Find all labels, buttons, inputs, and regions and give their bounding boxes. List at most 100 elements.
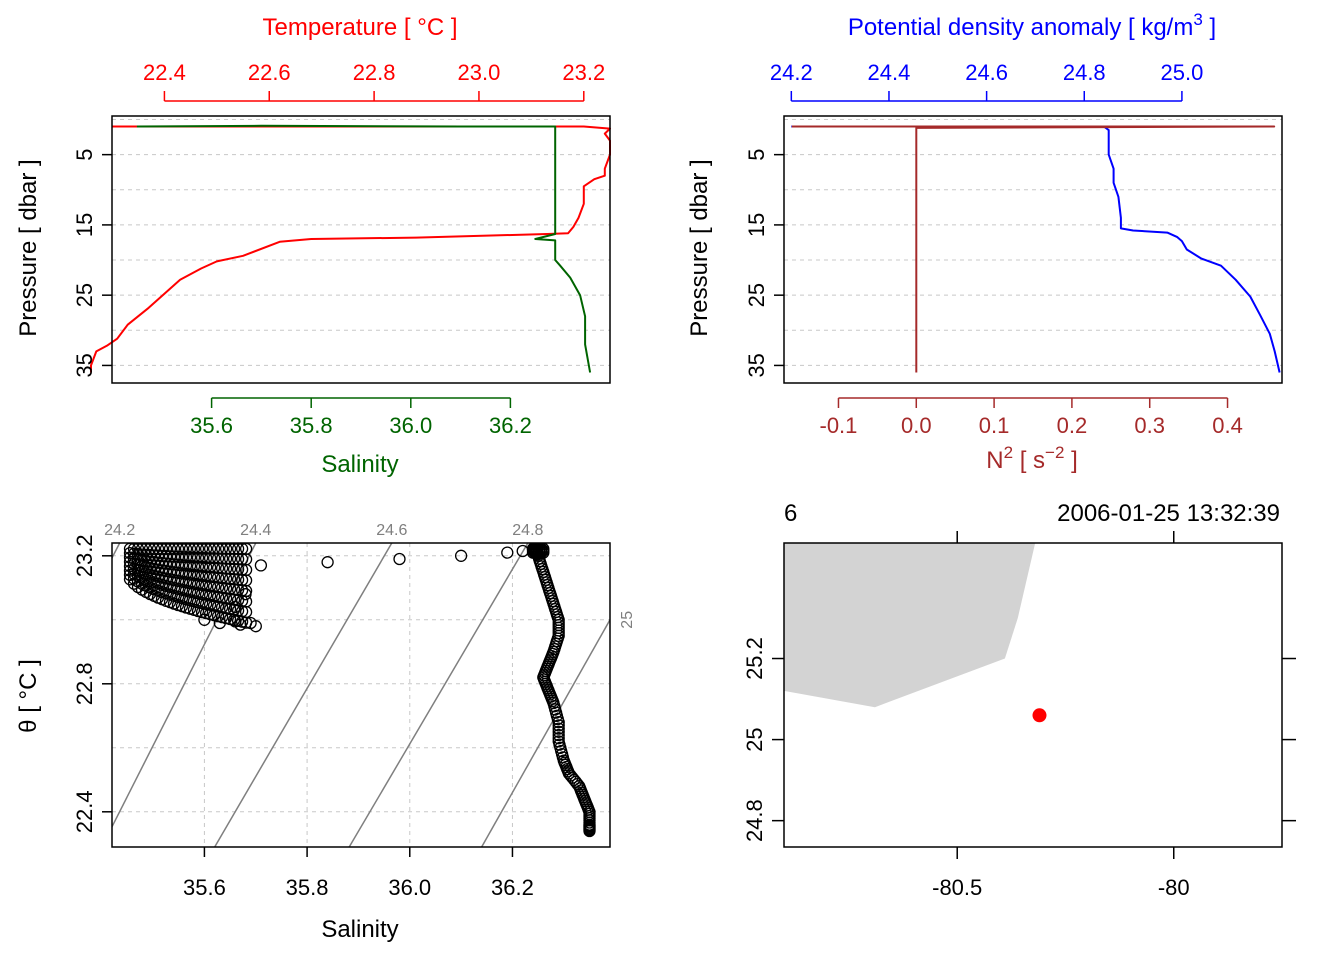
top-axis-tick-label: 25.0 bbox=[1160, 60, 1203, 85]
top-axis-tick-label: 22.8 bbox=[353, 60, 396, 85]
ts-data-point bbox=[151, 556, 165, 569]
panel-location-map: -80.5 -80 24.8 25 25.2 6 2006-01-25 13:32:39 bbox=[742, 500, 1296, 900]
density-axis-label-tail: ] bbox=[1203, 14, 1216, 41]
pressure-axis-label: Pressure [ dbar ] bbox=[15, 159, 42, 336]
top-axis-tick-label: 24.8 bbox=[1063, 60, 1106, 85]
ts-data-point bbox=[163, 550, 177, 563]
latitude-tick-label: 24.8 bbox=[742, 799, 767, 842]
ts-data-point bbox=[151, 563, 165, 576]
density-axis-label-base: Potential density anomaly [ kg/m bbox=[848, 14, 1194, 41]
panel-temperature-salinity-profile: 5 15 25 35 22.4 22.6 22.8 23.0 23.2 35.6 35.8 36.0 3… bbox=[15, 14, 611, 478]
isopycnal-label: 25 bbox=[619, 611, 636, 629]
longitude-tick-label: -80 bbox=[1158, 875, 1190, 900]
density-axis-label: Potential density anomaly [ kg/m3 ] bbox=[848, 10, 1216, 41]
ts-data-point bbox=[147, 556, 161, 569]
ts-data-point bbox=[147, 549, 161, 562]
latitude-tick-label: 25.2 bbox=[742, 637, 767, 680]
bottom-axis-tick-label: -0.1 bbox=[820, 413, 858, 438]
ts-data-point bbox=[213, 616, 226, 630]
longitude-tick-label: -80.5 bbox=[932, 875, 982, 900]
n2-axis-label-base: N bbox=[986, 447, 1003, 474]
bottom-axis-tick-label: 36.2 bbox=[489, 413, 532, 438]
n2-axis-label: N2 [ s−2 ] bbox=[986, 443, 1078, 474]
ts-data-point bbox=[501, 546, 514, 559]
density-axis-label-superscript: 3 bbox=[1193, 10, 1202, 29]
isopycnal-line bbox=[480, 618, 610, 847]
map-frame bbox=[783, 542, 1283, 848]
ts-data-point bbox=[552, 732, 565, 745]
ts-data-point bbox=[159, 557, 173, 570]
isopycnal-label: 24.8 bbox=[512, 522, 543, 539]
pressure-tick-label: 35 bbox=[72, 353, 97, 377]
salinity-tick-label: 35.8 bbox=[286, 875, 329, 900]
station-marker bbox=[1032, 708, 1047, 723]
ts-data-point bbox=[231, 552, 245, 566]
ts-data-point bbox=[321, 556, 334, 569]
theta-tick-label: 23.2 bbox=[72, 534, 97, 577]
pressure-tick-label: 35 bbox=[744, 353, 769, 377]
isopycnal-label: 24.4 bbox=[240, 522, 271, 539]
plot-frame bbox=[783, 115, 1283, 384]
ts-data-point bbox=[147, 562, 161, 576]
ts-data-point bbox=[254, 559, 268, 572]
station-datetime: 2006-01-25 13:32:39 bbox=[1057, 500, 1280, 527]
bottom-axis-tick-label: 35.6 bbox=[190, 413, 233, 438]
bottom-axis-tick-label: 36.0 bbox=[389, 413, 432, 438]
theta-tick-label: 22.4 bbox=[72, 790, 97, 833]
bottom-axis-tick-label: 0.3 bbox=[1134, 413, 1165, 438]
ts-data-point bbox=[231, 563, 245, 576]
salinity-tick-label: 36.0 bbox=[388, 875, 431, 900]
pressure-tick-label: 5 bbox=[744, 149, 769, 161]
ts-data-point bbox=[155, 549, 169, 563]
n2-axis-label-tail: ] bbox=[1064, 447, 1077, 474]
ts-data-point bbox=[143, 549, 157, 562]
isopycnal-line bbox=[214, 543, 393, 847]
pressure-tick-label: 25 bbox=[72, 283, 97, 307]
ts-data-point bbox=[454, 549, 468, 562]
pressure-tick-label: 15 bbox=[72, 213, 97, 237]
ts-data-point bbox=[552, 716, 565, 729]
pressure-tick-label: 25 bbox=[744, 283, 769, 307]
ts-data-point bbox=[552, 719, 565, 732]
ts-data-point bbox=[552, 725, 565, 738]
bottom-axis-tick-label: 0.2 bbox=[1057, 413, 1088, 438]
land-area bbox=[784, 543, 1036, 708]
top-axis-tick-label: 23.0 bbox=[458, 60, 501, 85]
panel-ts-diagram: 24.2 24.4 24.6 24.8 25 35.6 35.8 36.0 36.2 22.4 2… bbox=[15, 522, 636, 943]
bottom-axis-tick-label: 0.0 bbox=[901, 413, 932, 438]
theta-axis-label: θ [ °C ] bbox=[15, 659, 42, 733]
pressure-tick-label: 5 bbox=[72, 149, 97, 161]
temperature-axis-label: Temperature [ °C ] bbox=[263, 14, 458, 41]
ts-data-point bbox=[167, 550, 181, 563]
n2-axis-label-units: [ s bbox=[1013, 447, 1045, 474]
ts-data-point bbox=[139, 548, 153, 562]
isopycnal-line bbox=[348, 543, 529, 847]
ts-salinity-axis-label: Salinity bbox=[321, 916, 398, 943]
n2-axis-label-units-superscript: −2 bbox=[1045, 443, 1064, 462]
ts-data-point bbox=[151, 549, 165, 562]
bottom-axis-tick-label: 35.8 bbox=[290, 413, 333, 438]
bottom-axis-tick-label: 0.4 bbox=[1212, 413, 1243, 438]
n2-axis-label-superscript: 2 bbox=[1004, 443, 1013, 462]
plot-frame bbox=[111, 542, 611, 848]
series-line-salinity bbox=[136, 124, 592, 373]
ts-data-point bbox=[583, 824, 596, 838]
salinity-tick-label: 35.6 bbox=[183, 875, 226, 900]
pressure-axis-label-right: Pressure [ dbar ] bbox=[686, 159, 713, 336]
ts-data-point bbox=[143, 555, 157, 568]
top-axis-tick-label: 23.2 bbox=[562, 60, 605, 85]
latitude-tick-label: 25 bbox=[742, 727, 767, 751]
top-axis-tick-label: 22.6 bbox=[248, 60, 291, 85]
pressure-tick-label: 15 bbox=[744, 213, 769, 237]
top-axis-tick-label: 24.6 bbox=[965, 60, 1008, 85]
ts-data-point bbox=[198, 613, 211, 626]
top-axis-tick-label: 24.2 bbox=[770, 60, 813, 85]
ts-data-point bbox=[155, 564, 169, 577]
ts-data-point bbox=[239, 588, 252, 601]
series-line-potential-density-anomaly bbox=[791, 125, 1281, 373]
salinity-tick-label: 36.2 bbox=[491, 875, 534, 900]
ts-data-point bbox=[393, 552, 406, 566]
isopycnal-label: 24.2 bbox=[104, 522, 135, 539]
